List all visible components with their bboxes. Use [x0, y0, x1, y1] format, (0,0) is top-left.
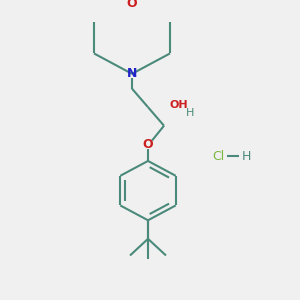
Text: O: O: [127, 0, 137, 10]
Text: H: H: [186, 108, 194, 118]
Text: H: H: [241, 150, 251, 163]
Text: O: O: [143, 138, 153, 151]
Text: Cl: Cl: [212, 150, 224, 163]
Text: OH: OH: [170, 100, 189, 110]
Text: N: N: [127, 67, 137, 80]
